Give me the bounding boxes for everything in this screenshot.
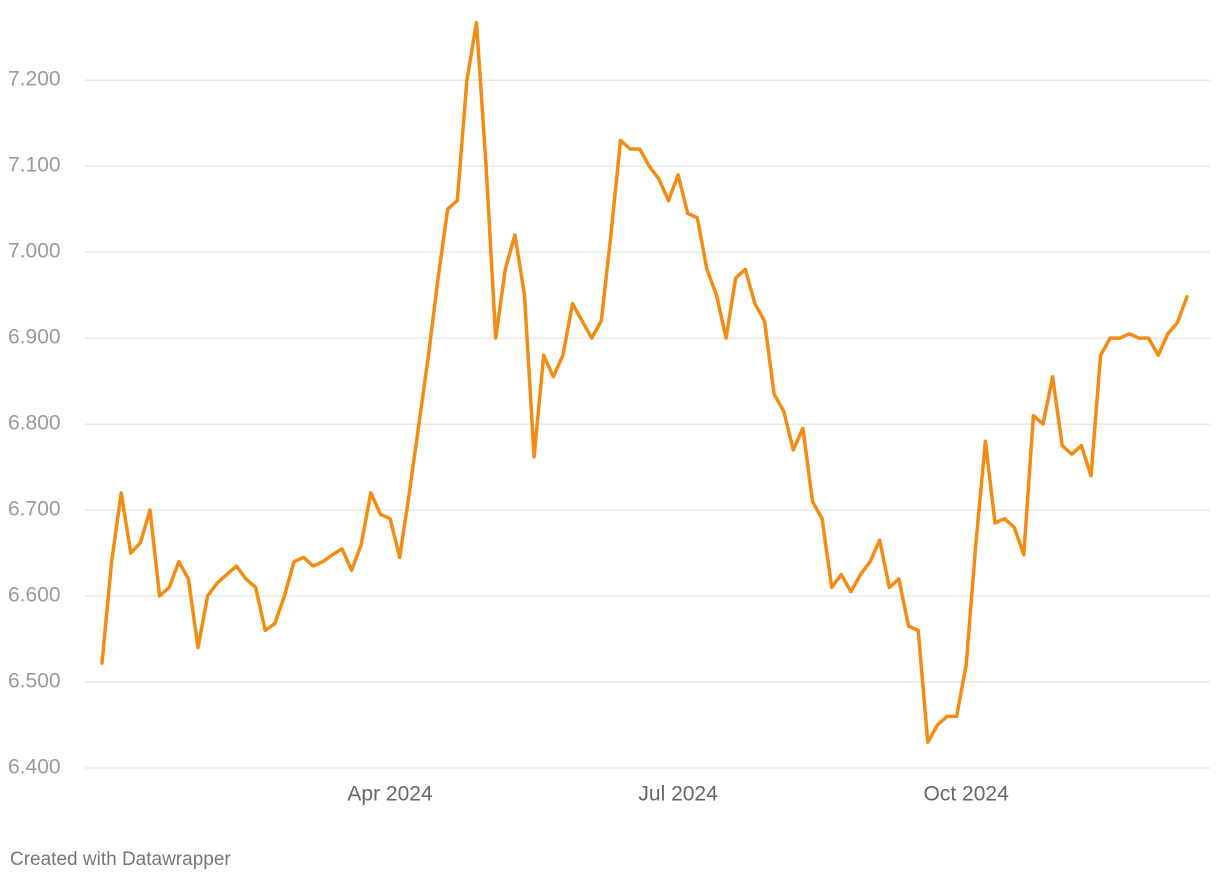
line (100, 20, 1189, 744)
x-tick-label: Oct 2024 (924, 783, 1010, 806)
y-tick-label: 7.100 (8, 154, 61, 177)
y-tick-label: 6.900 (8, 326, 61, 349)
y-tick-label: 6.800 (8, 412, 61, 435)
y-tick-label: 6.600 (8, 584, 61, 607)
y-tick-label: 7.000 (8, 240, 61, 263)
source-note: Created with Datawrapper (10, 849, 231, 870)
x-tick-label: Apr 2024 (347, 783, 433, 806)
x-tick-label: Jul 2024 (638, 783, 718, 806)
y-tick-label: 6.400 (8, 756, 61, 779)
y-tick-label: 7.200 (8, 68, 61, 91)
y-tick-label: 6.700 (8, 498, 61, 521)
y-tick-label: 6.500 (8, 670, 61, 693)
